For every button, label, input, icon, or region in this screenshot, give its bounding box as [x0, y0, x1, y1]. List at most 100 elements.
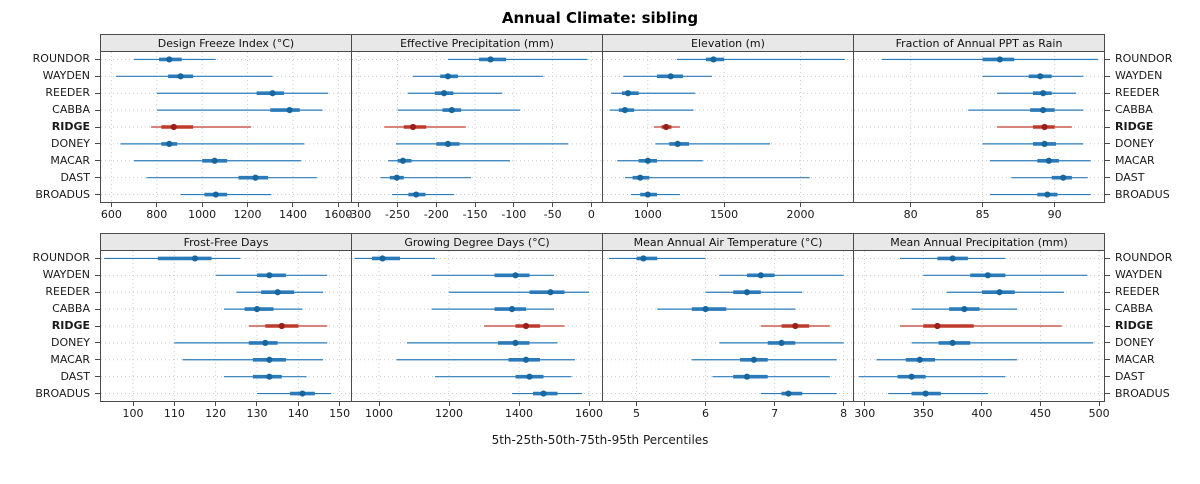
- y-tick-mark: [1105, 177, 1110, 179]
- median-dot: [212, 191, 219, 198]
- y-tick-mark: [95, 126, 100, 128]
- y-tick-mark: [1105, 274, 1110, 276]
- x-tick-label: 2000: [786, 208, 815, 221]
- median-dot: [299, 390, 306, 397]
- median-dot: [1039, 107, 1047, 114]
- x-tick-label: 400: [971, 407, 993, 420]
- y-tick-mark: [1105, 75, 1110, 77]
- median-dot: [440, 90, 448, 97]
- station-label-reeder: REEDER: [1115, 285, 1160, 299]
- station-label-broadus: BROADUS: [35, 386, 90, 400]
- panel-strip: Effective Precipitation (mm): [351, 34, 603, 51]
- x-tick-label: 90: [1047, 208, 1062, 221]
- x-tick-mark: [132, 402, 134, 406]
- y-tick-mark: [95, 58, 100, 60]
- panel-plot: [351, 51, 603, 203]
- x-tick-mark: [358, 203, 360, 207]
- x-tick-mark: [982, 203, 984, 207]
- x-tick-mark: [800, 203, 802, 207]
- x-tick-label: 350: [912, 407, 934, 420]
- median-dot: [792, 322, 799, 330]
- median-dot: [540, 390, 547, 397]
- median-dot: [252, 174, 259, 181]
- x-tick-label: 1000: [365, 407, 393, 420]
- y-tick-mark: [1105, 359, 1110, 361]
- x-tick-mark: [1054, 203, 1056, 207]
- y-tick-mark: [95, 291, 100, 293]
- x-axis: 600 800 1000 1200 1400 1600: [100, 203, 352, 223]
- median-dot: [166, 56, 173, 63]
- x-tick-mark: [922, 402, 924, 406]
- median-dot: [757, 272, 764, 279]
- y-tick-mark: [1105, 194, 1110, 196]
- station-labels-right-row2: ROUNDOR WAYDEN REEDER CABBA RIDGE DONEY MACAR D…: [1105, 233, 1197, 422]
- median-dot: [522, 356, 530, 363]
- y-tick-mark: [95, 342, 100, 344]
- median-dot: [266, 373, 273, 380]
- median-dot: [743, 289, 751, 296]
- y-tick-mark: [1105, 393, 1110, 395]
- median-dot: [1039, 90, 1047, 97]
- median-dot: [702, 306, 709, 313]
- panel-plot: [853, 250, 1105, 402]
- median-dot: [448, 107, 455, 114]
- x-tick-mark: [588, 402, 590, 406]
- panel-plot: [602, 250, 854, 402]
- panel-mean-annual-precipitation-mm: Mean Annual Precipitation (mm) 300 350 400 4…: [853, 233, 1110, 422]
- panel-strip: Design Freeze Index (°C): [100, 34, 352, 51]
- median-dot: [262, 339, 269, 346]
- y-tick-mark: [1105, 291, 1110, 293]
- median-dot: [1041, 123, 1048, 131]
- median-dot: [191, 255, 199, 262]
- median-dot: [253, 306, 261, 313]
- x-tick-label: 1400: [505, 407, 533, 420]
- percentile-caption: 5th-25th-50th-75th-95th Percentiles: [491, 433, 709, 447]
- median-dot: [444, 140, 452, 147]
- y-tick-mark: [95, 143, 100, 145]
- trellis-grid: ROUNDOR WAYDEN REEDER CABBA RIDGE DONEY MACAR D…: [0, 34, 1200, 422]
- median-dot: [1045, 157, 1052, 164]
- median-dot: [409, 123, 417, 131]
- row-gap: [0, 223, 1200, 233]
- median-dot: [170, 123, 177, 131]
- station-label-dast: DAST: [60, 369, 90, 383]
- median-dot: [667, 73, 674, 80]
- panel-title: Fraction of Annual PPT as Rain: [895, 36, 1063, 50]
- x-tick-label: 130: [246, 407, 268, 420]
- panel-row-1: ROUNDOR WAYDEN REEDER CABBA RIDGE DONEY MACAR D…: [0, 34, 1200, 223]
- x-tick-mark: [1098, 402, 1100, 406]
- y-tick-mark: [95, 359, 100, 361]
- median-dot: [778, 339, 785, 346]
- x-tick-mark: [1040, 402, 1042, 406]
- median-dot: [547, 289, 554, 296]
- x-tick-mark: [156, 203, 158, 207]
- x-tick-label: -300: [346, 208, 372, 221]
- median-dot: [512, 272, 519, 279]
- panel-title: Mean Annual Precipitation (mm): [890, 235, 1068, 249]
- station-label-dast: DAST: [1115, 170, 1145, 184]
- x-tick-mark: [337, 203, 339, 207]
- median-dot: [526, 373, 533, 380]
- panel-strip: Mean Annual Precipitation (mm): [853, 233, 1105, 250]
- y-tick-mark: [95, 160, 100, 162]
- x-tick-label: -150: [462, 208, 488, 221]
- median-dot: [1037, 73, 1044, 80]
- median-dot: [177, 73, 184, 80]
- x-axis: -300 -250 -200 -150 -100 -50 0: [346, 203, 603, 223]
- median-dot: [984, 272, 991, 279]
- y-tick-mark: [1105, 160, 1110, 162]
- y-tick-mark: [1105, 325, 1110, 327]
- x-tick-mark: [723, 203, 725, 207]
- station-label-ridge: RIDGE: [51, 120, 90, 133]
- median-dot: [1060, 174, 1067, 181]
- station-label-wayden: WAYDEN: [42, 69, 90, 83]
- panel-strip: Fraction of Annual PPT as Rain: [853, 34, 1105, 51]
- x-tick-label: 80: [903, 208, 918, 221]
- station-label-broadus: BROADUS: [35, 187, 90, 201]
- x-tick-mark: [256, 402, 258, 406]
- median-dot: [710, 56, 717, 63]
- panel-title: Effective Precipitation (mm): [400, 36, 554, 50]
- x-tick-label: 7: [771, 407, 779, 420]
- station-label-wayden: WAYDEN: [1115, 69, 1163, 83]
- panel-strip: Elevation (m): [602, 34, 854, 51]
